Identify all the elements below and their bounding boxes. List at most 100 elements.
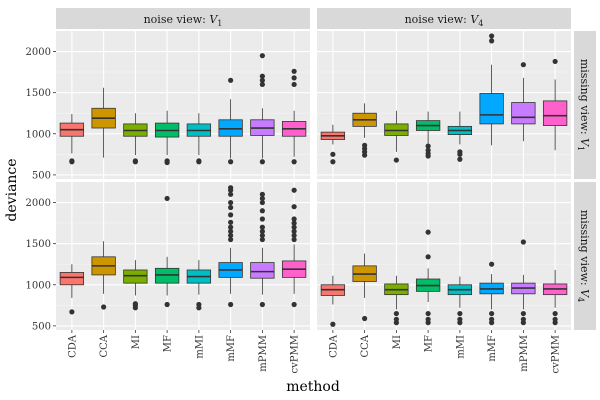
x-tick-label: cvPMM (290, 335, 301, 373)
column-strip-2: noise view: V4 (317, 8, 571, 29)
x-tick-label: MI (392, 335, 403, 349)
outlier-point (69, 158, 75, 164)
outlier-point (196, 301, 202, 308)
panel-r1-c2 (317, 31, 571, 179)
box-MF (154, 110, 180, 166)
outlier-point (330, 151, 336, 157)
box-iqr (123, 269, 148, 284)
box-iqr (511, 102, 536, 125)
outlier-point (291, 224, 297, 230)
row-strip-label: missing view: V4 (576, 210, 591, 302)
column-strip-bg (56, 8, 310, 29)
outlier-point (164, 301, 170, 308)
row-strip-label: missing view: V1 (576, 59, 591, 151)
outlier-point (457, 310, 463, 317)
box-mMF (218, 185, 243, 308)
panel-background (56, 182, 310, 330)
outlier-point (393, 157, 399, 163)
box-mMF (218, 77, 243, 165)
outlier-point (259, 77, 265, 83)
outlier-point (291, 232, 297, 239)
box-mPMM (250, 53, 275, 165)
row-strip-bg (574, 182, 596, 330)
outlier-point (69, 309, 75, 315)
outlier-point (520, 62, 526, 68)
x-tick-label: mPMM (258, 335, 269, 372)
box-mMI (186, 260, 212, 311)
outlier-point (259, 159, 265, 165)
outlier-point (291, 81, 297, 88)
x-tick-label: mPMM (519, 335, 530, 372)
x-tick-label: CCA (360, 334, 371, 357)
box-MI (384, 275, 409, 326)
y-tick-label: 1000 (26, 129, 51, 140)
outlier-point (228, 77, 234, 83)
outlier-point (259, 228, 265, 234)
outlier-point (291, 68, 297, 74)
column-strip-label: noise view: V1 (144, 13, 223, 28)
outlier-point (425, 229, 431, 235)
outlier-point (393, 310, 399, 317)
box-mMF (479, 261, 504, 326)
x-tick-label: mMI (194, 335, 205, 359)
outlier-point (291, 187, 297, 193)
x-tick-label: mMI (455, 335, 466, 359)
box-iqr (542, 100, 568, 126)
outlier-point (228, 204, 234, 211)
box-iqr (250, 262, 275, 279)
box-CDA (320, 275, 346, 327)
outlier-point (291, 236, 297, 243)
box-mPMM (250, 191, 275, 308)
outlier-point (489, 316, 495, 322)
y-tick-label: 1000 (26, 280, 51, 291)
box-iqr (59, 272, 85, 286)
box-CDA (59, 114, 85, 165)
box-mMI (447, 276, 473, 326)
outlier-point (489, 38, 495, 44)
outlier-point (259, 236, 265, 243)
outlier-point (228, 219, 234, 225)
outlier-point (259, 191, 265, 197)
outlier-point (520, 316, 526, 322)
outlier-point (552, 58, 558, 65)
outlier-point (228, 236, 234, 243)
box-MF (154, 195, 180, 308)
outlier-point (164, 195, 170, 202)
box-MF (415, 111, 441, 159)
panel-background (56, 31, 310, 179)
outlier-point (330, 321, 336, 327)
outlier-point (291, 220, 297, 226)
row-strip-1: missing view: V1 (574, 31, 596, 179)
box-CCA (91, 241, 116, 310)
outlier-point (457, 156, 463, 162)
box-iqr (479, 93, 504, 125)
outlier-point (291, 204, 297, 210)
box-iqr (384, 123, 409, 136)
box-CCA (352, 253, 377, 322)
box-mMI (447, 111, 473, 162)
panel-r1-c1: 500 1000 1500 2000 (26, 31, 310, 181)
outlier-point (259, 81, 265, 88)
outlier-point (259, 195, 265, 202)
box-CCA (352, 103, 377, 158)
x-tick-label: mMF (226, 335, 237, 362)
panel-r2-c1: 500 1000 1500 2000 CDA CCA MI MF mMI mMF mPMM cvPMM (26, 182, 310, 373)
x-tick-label: MF (424, 335, 435, 352)
box-iqr (154, 267, 180, 284)
outlier-point (196, 158, 202, 164)
x-tick-label: CDA (67, 334, 78, 358)
y-tick-label: 500 (32, 321, 51, 332)
outlier-point (228, 301, 234, 308)
y-tick-label: 2000 (26, 47, 51, 58)
outlier-point (330, 159, 336, 165)
box-CDA (59, 264, 85, 315)
outlier-point (489, 310, 495, 317)
outlier-point (291, 75, 297, 81)
outlier-point (228, 224, 234, 230)
x-tick-label: cvPMM (551, 335, 562, 373)
x-tick-label: CCA (99, 334, 110, 357)
outlier-point (228, 185, 234, 191)
outlier-point (520, 239, 526, 245)
x-tick-label: CDA (328, 334, 339, 358)
